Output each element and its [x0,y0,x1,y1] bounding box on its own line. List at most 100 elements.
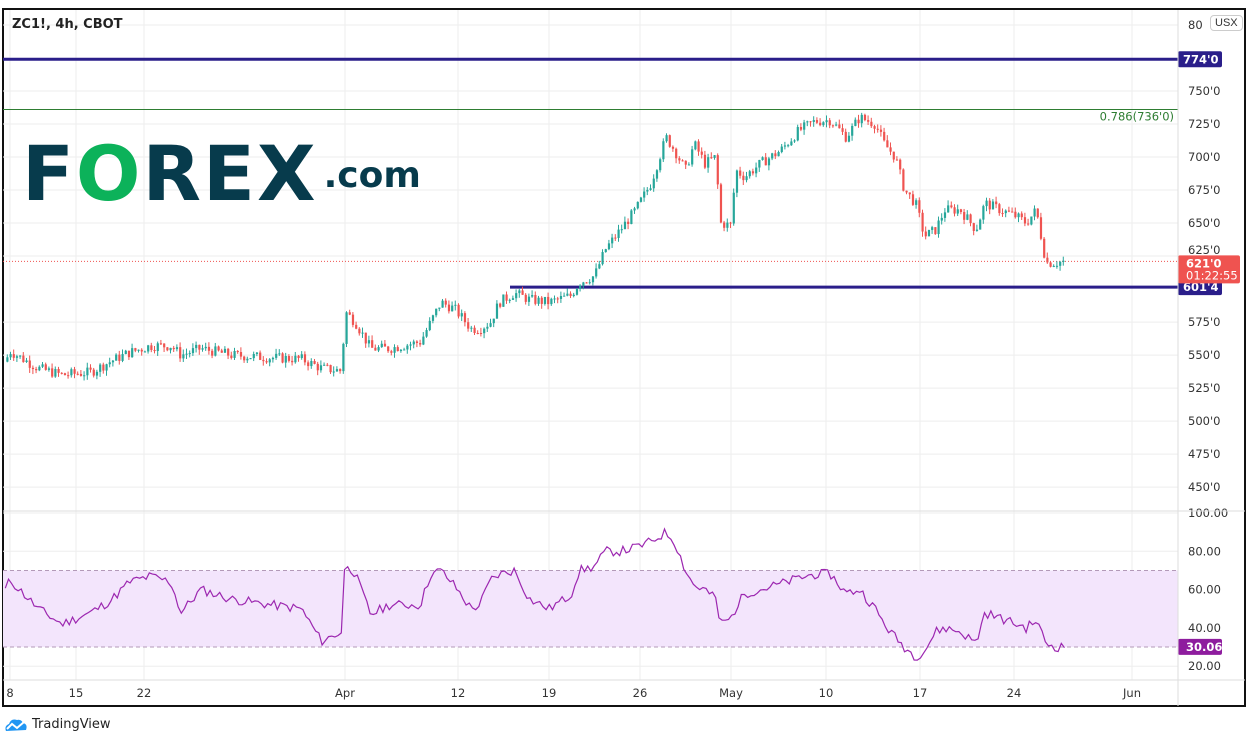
candle-body [943,212,947,218]
level-badge [1178,51,1222,68]
level-badge-label: 601'4 [1183,280,1219,294]
candle-body [537,297,540,304]
x-tick-label: 26 [633,686,648,700]
candle-body [572,294,575,297]
candle-body [479,333,483,335]
candle-body [1001,213,1004,215]
candle-body [19,355,22,357]
candle-body [694,141,697,150]
candle-body [284,355,287,363]
last-price-label: 621'0 [1186,256,1222,270]
candle-body [121,354,124,361]
logo-text: FOREX [22,129,318,218]
candle-body [198,344,201,350]
candle-body [982,206,985,220]
candle-body [182,354,185,359]
candle-body [556,298,559,300]
candle-body [355,324,358,329]
candle-body [275,353,278,358]
candle-body [668,135,671,147]
candle-body [294,355,297,363]
candle-body [511,298,515,300]
candle-body [403,349,406,351]
candle-body [1030,216,1033,225]
candle-body [950,205,953,208]
candle-body [783,145,787,147]
candle-body [812,120,815,122]
candle-body [889,147,892,152]
candle-body [252,354,255,359]
candle-body [307,362,310,367]
candle-body [211,350,214,356]
candle-body [895,159,899,161]
candle-body [963,212,966,220]
candle-body [675,148,678,159]
candle-body [803,122,806,130]
price-tick-label: 675'0 [1188,183,1220,197]
candle-body [44,364,47,370]
candle-body [518,290,521,294]
price-tick-label: 725'0 [1188,117,1220,131]
candle-body [339,369,342,372]
candle-body [390,351,393,353]
candle-body [329,364,332,373]
candle-body [35,369,38,371]
candle-body [566,293,569,296]
tradingview-brand[interactable]: TradingView [4,717,111,732]
candle-body [927,229,931,237]
candle-body [265,361,268,363]
candle-body [947,205,950,213]
candle-body [713,155,716,158]
rsi-line [4,527,1065,661]
candle-body [214,346,217,356]
fibonacci-label: 0.786(736'0) [1100,109,1174,123]
candle-body [1007,210,1011,212]
candle-body [579,285,582,289]
candle-body [195,344,198,349]
price-tick-label: 525'0 [1188,381,1220,395]
candle-body [908,192,911,195]
candle-body [876,128,879,130]
candle-body [1004,210,1007,214]
candle-body [591,276,595,283]
candle-body [719,184,723,223]
candle-body [60,372,63,374]
candle-body [412,341,415,345]
candle-body [659,159,662,171]
candle-body [975,229,979,231]
candle-body [438,307,441,309]
candle-body [966,214,969,220]
currency-button[interactable]: USX [1210,15,1243,31]
candle-body [655,170,659,179]
tradingview-label: TradingView [32,717,111,732]
candle-body [230,355,233,358]
candle-body [166,347,169,351]
candle-body [691,149,694,165]
candle-body [249,358,252,360]
candle-body [678,158,681,161]
candle-body [892,151,895,160]
candle-body [431,315,435,321]
candle-body [271,357,275,360]
candle-body [956,209,959,214]
candle-body [371,340,374,348]
candle-body [444,300,447,305]
candle-body [175,347,179,350]
candle-body [1020,213,1023,218]
candle-body [367,340,371,344]
candle-body [985,200,988,207]
candle-body [316,363,319,371]
candle-body [1023,217,1027,224]
chart-frame [2,8,1246,707]
candle-body [220,350,223,353]
candle-body [377,347,380,351]
candle-body [924,231,927,237]
candle-body [988,200,991,210]
candles [6,112,1065,381]
candle-body [777,152,780,157]
candle-body [207,346,211,351]
candle-body [99,364,102,372]
candle-body [1062,260,1065,262]
x-tick-label: 10 [819,686,834,700]
